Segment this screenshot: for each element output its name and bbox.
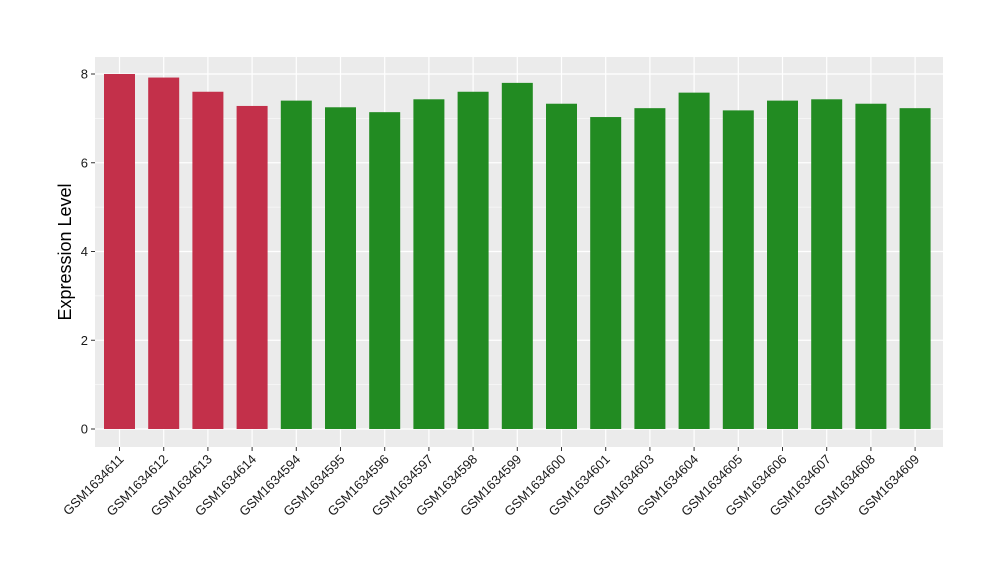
y-axis-title: Expression Level bbox=[55, 183, 75, 320]
bar-GSM1634605 bbox=[722, 110, 754, 429]
bar-GSM1634603 bbox=[634, 108, 666, 429]
bar-GSM1634597 bbox=[413, 99, 445, 429]
bar-GSM1634594 bbox=[280, 100, 312, 429]
y-tick-label: 2 bbox=[81, 333, 88, 348]
y-tick-label: 8 bbox=[81, 67, 88, 82]
bar-GSM1634612 bbox=[148, 77, 180, 430]
y-tick-label: 4 bbox=[81, 244, 88, 259]
bar-GSM1634601 bbox=[590, 117, 622, 429]
bar-GSM1634595 bbox=[325, 107, 356, 429]
bar-GSM1634599 bbox=[501, 82, 533, 429]
bar-GSM1634604 bbox=[678, 92, 710, 429]
bar-GSM1634607 bbox=[811, 99, 843, 429]
bar-GSM1634600 bbox=[546, 103, 577, 429]
bar-GSM1634611 bbox=[104, 74, 135, 429]
bar-GSM1634609 bbox=[899, 108, 931, 429]
bar-GSM1634596 bbox=[369, 112, 401, 429]
bar-GSM1634606 bbox=[767, 100, 798, 429]
y-axis: 0 2 4 6 8 bbox=[81, 67, 95, 437]
y-tick-label: 0 bbox=[81, 422, 88, 437]
bar-GSM1634598 bbox=[457, 91, 489, 429]
bars bbox=[104, 74, 931, 430]
bar-GSM1634613 bbox=[192, 91, 224, 429]
bar-GSM1634614 bbox=[236, 105, 268, 429]
y-tick-label: 6 bbox=[81, 155, 88, 170]
x-axis: GSM1634611GSM1634612GSM1634613GSM1634614… bbox=[60, 447, 922, 519]
bar-GSM1634608 bbox=[855, 103, 887, 429]
